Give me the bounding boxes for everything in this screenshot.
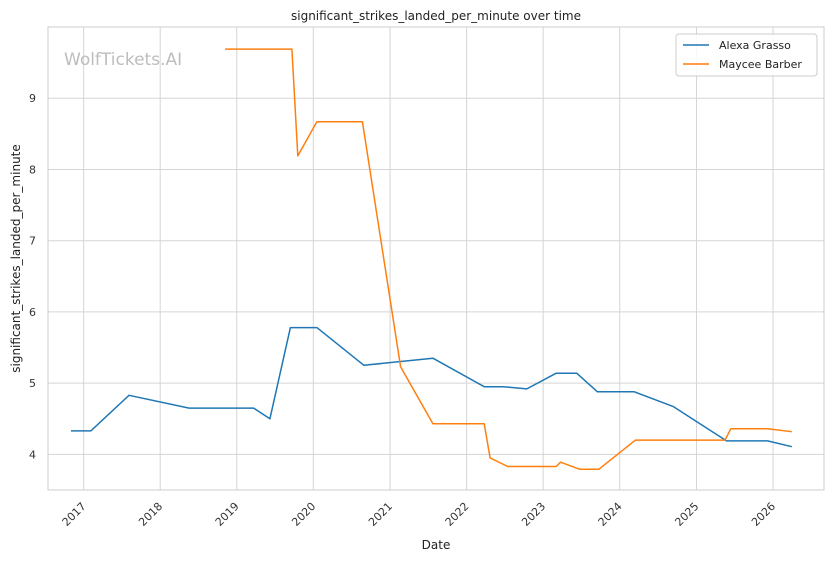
y-tick-label: 7 — [29, 235, 36, 248]
y-tick-label: 6 — [29, 306, 36, 319]
y-axis-ticks: 4 5 6 7 8 9 — [29, 92, 36, 461]
series-line-2 — [225, 48, 792, 471]
series-line-1 — [70, 326, 793, 448]
y-tick-label: 5 — [29, 377, 36, 390]
legend-label: Alexa Grasso — [719, 39, 791, 52]
grid — [48, 27, 824, 490]
y-tick-label: 9 — [29, 92, 36, 105]
chart-title: significant_strikes_landed_per_minute ov… — [291, 9, 581, 23]
y-tick-label: 4 — [29, 448, 36, 461]
y-axis-label: significant_strikes_landed_per_minute — [9, 144, 23, 373]
legend: Alexa Grasso Maycee Barber — [675, 33, 818, 77]
plot-area — [48, 27, 824, 490]
legend-label: Maycee Barber — [719, 58, 802, 71]
watermark: WolfTickets.AI — [64, 50, 182, 70]
plot-frame — [47, 26, 825, 491]
series-layer — [70, 48, 793, 471]
y-tick-label: 8 — [29, 163, 36, 176]
legend-box — [675, 33, 818, 77]
x-axis-ticks: 2017 2018 2019 2020 2021 2022 2023 2024 2025 2026 — [60, 500, 778, 529]
x-axis-label: Date — [422, 538, 451, 552]
